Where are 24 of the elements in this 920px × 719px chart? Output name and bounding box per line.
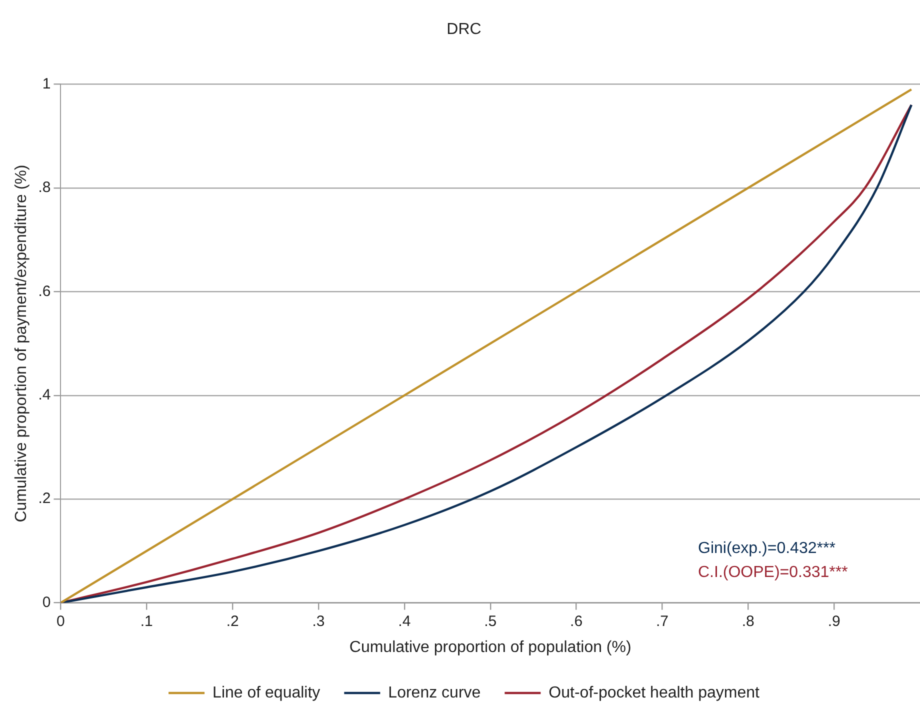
legend-label: Out-of-pocket health payment	[548, 684, 760, 702]
x-tick-label: .6	[570, 612, 583, 630]
x-tick-label: .4	[398, 612, 411, 630]
x-tick-label: 0	[56, 612, 65, 630]
y-axis-title: Cumulative proportion of payment/expenditure (%)	[13, 164, 30, 522]
chart-title: DRC	[446, 21, 482, 38]
y-tick-label: .4	[38, 386, 51, 404]
x-tick-label: .1	[140, 612, 153, 630]
x-tick-label: .5	[484, 612, 497, 630]
annotation: C.I.(OOPE)=0.331***	[698, 564, 848, 581]
annotation: Gini(exp.)=0.432***	[698, 540, 836, 557]
y-tick-label: 0	[42, 594, 51, 611]
x-tick-label: .3	[312, 612, 325, 630]
y-tick-label: .6	[38, 282, 51, 300]
x-tick-label: .8	[742, 612, 754, 630]
legend-label: Lorenz curve	[388, 684, 481, 702]
x-axis-title: Cumulative proportion of population (%)	[349, 638, 632, 656]
x-tick-label: .9	[828, 612, 840, 630]
legend-label: Line of equality	[212, 684, 320, 702]
y-tick-label: 1	[42, 75, 51, 92]
x-tick-label: .2	[226, 612, 239, 630]
x-tick-label: .7	[656, 612, 668, 630]
y-tick-label: .8	[38, 179, 51, 196]
y-tick-label: .2	[38, 490, 51, 508]
